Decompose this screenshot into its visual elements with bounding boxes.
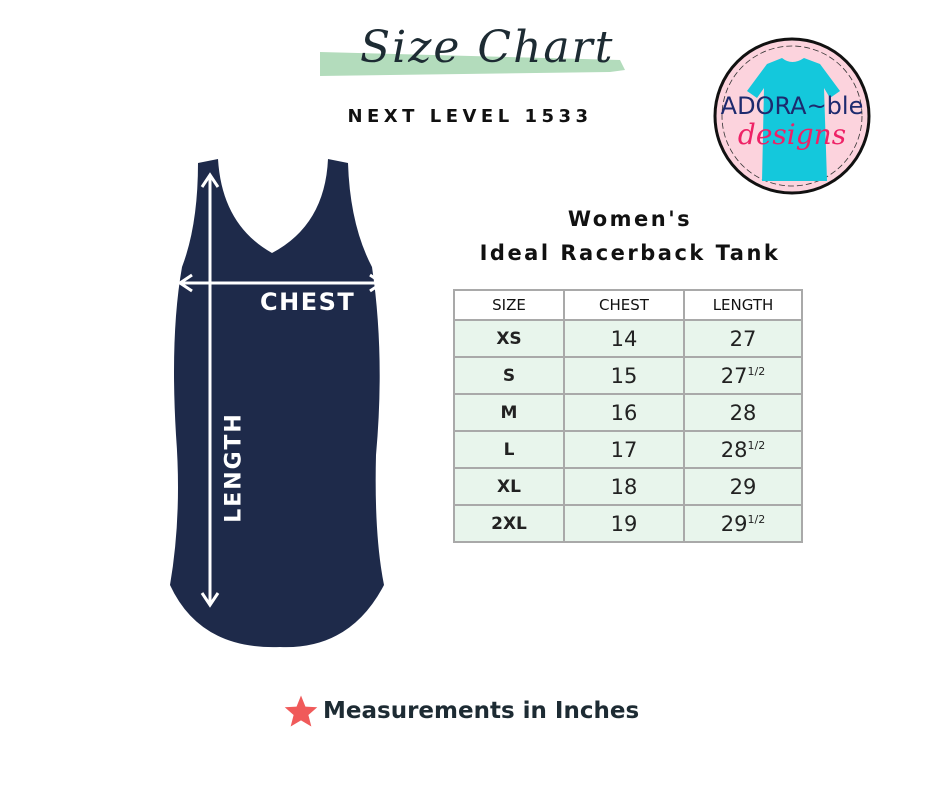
star-icon xyxy=(284,695,318,727)
table-row: 2XL 19 291/2 xyxy=(453,504,803,543)
length-fraction: 1/2 xyxy=(747,512,766,526)
table-row: M 16 28 xyxy=(453,393,803,432)
size-cell: XL xyxy=(453,467,565,506)
length-value: 27 xyxy=(729,326,757,351)
length-cell: 281/2 xyxy=(683,430,803,469)
length-value: 27 xyxy=(720,363,748,388)
length-value: 28 xyxy=(729,400,757,425)
length-cell: 29 xyxy=(683,467,803,506)
length-fraction: 1/2 xyxy=(747,438,766,452)
table-row: L 17 281/2 xyxy=(453,430,803,469)
model-subtitle: NEXT LEVEL 1533 xyxy=(347,106,593,127)
brand-logo: ADORA~ble designs xyxy=(712,36,872,196)
header-length: LENGTH xyxy=(683,289,803,321)
length-label: LENGTH xyxy=(221,412,247,523)
measurement-note: Measurements in Inches xyxy=(323,698,640,724)
logo-text-top: ADORA~ble xyxy=(721,92,864,120)
size-cell: 2XL xyxy=(453,504,565,543)
length-cell: 28 xyxy=(683,393,803,432)
length-value: 29 xyxy=(720,511,748,536)
title-block: Size Chart xyxy=(320,22,630,92)
product-line-2: Ideal Racerback Tank xyxy=(479,241,781,265)
page-title: Size Chart xyxy=(360,22,615,73)
chest-cell: 14 xyxy=(563,319,685,358)
logo-text-bottom: designs xyxy=(738,118,846,151)
length-fraction: 1/2 xyxy=(747,364,766,378)
chest-cell: 17 xyxy=(563,430,685,469)
product-line-1: Women's xyxy=(567,207,693,231)
size-cell: S xyxy=(453,356,565,395)
table-row: XL 18 29 xyxy=(453,467,803,506)
table-row: XS 14 27 xyxy=(453,319,803,358)
size-cell: XS xyxy=(453,319,565,358)
header-chest: CHEST xyxy=(563,289,685,321)
length-cell: 291/2 xyxy=(683,504,803,543)
chest-cell: 15 xyxy=(563,356,685,395)
size-cell: L xyxy=(453,430,565,469)
footer-note: Measurements in Inches xyxy=(283,694,639,728)
table-row: S 15 271/2 xyxy=(453,356,803,395)
chest-cell: 16 xyxy=(563,393,685,432)
chest-cell: 19 xyxy=(563,504,685,543)
header-size: SIZE xyxy=(453,289,565,321)
size-table: SIZE CHEST LENGTH XS 14 27 S 15 271/2 M 16… xyxy=(453,289,803,543)
length-value: 28 xyxy=(720,437,748,462)
length-cell: 271/2 xyxy=(683,356,803,395)
table-header-row: SIZE CHEST LENGTH xyxy=(453,289,803,321)
length-value: 29 xyxy=(729,474,757,499)
tank-illustration xyxy=(160,155,400,655)
product-name: Women's Ideal Racerback Tank xyxy=(440,202,820,270)
size-cell: M xyxy=(453,393,565,432)
chest-label: CHEST xyxy=(260,288,356,316)
chest-cell: 18 xyxy=(563,467,685,506)
length-cell: 27 xyxy=(683,319,803,358)
brush-stroke xyxy=(320,52,625,76)
